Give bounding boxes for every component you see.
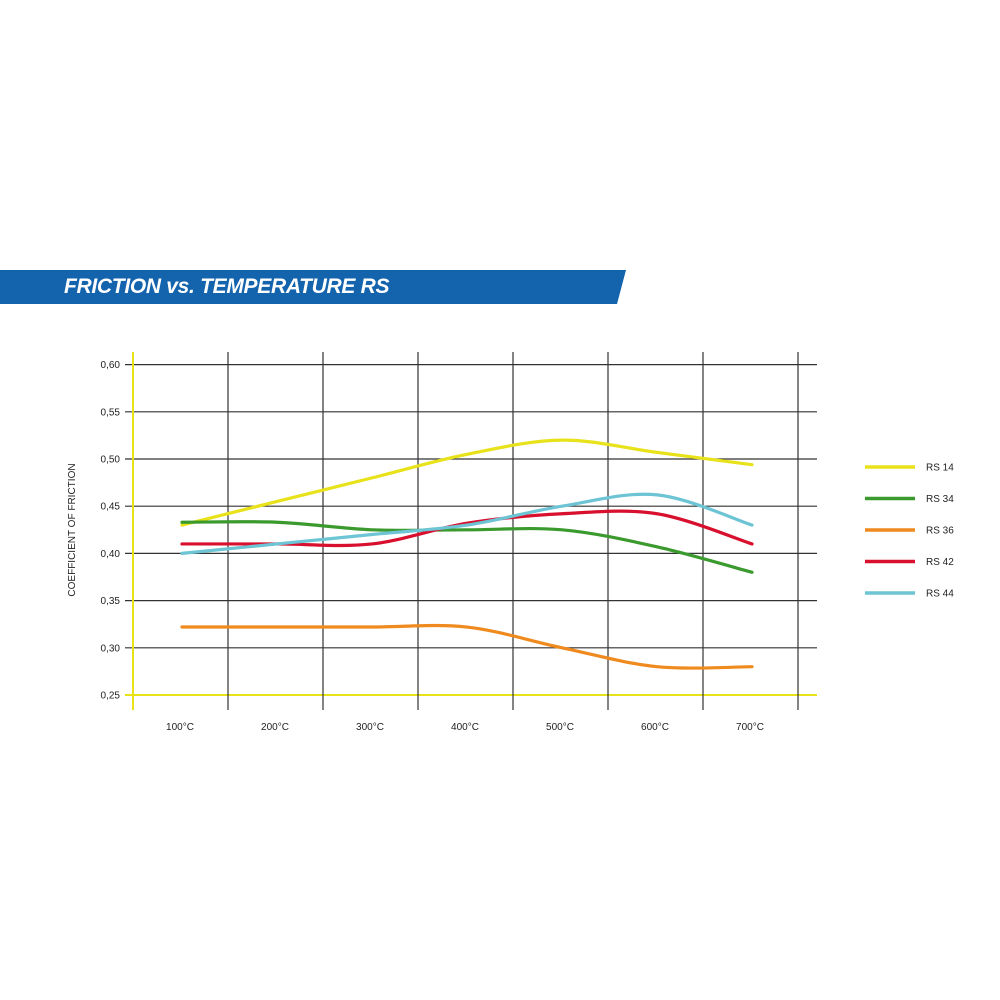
y-tick-label: 0,30 xyxy=(101,643,121,654)
y-tick-label: 0,40 xyxy=(101,549,121,560)
series-lines xyxy=(180,438,754,670)
x-tick-label: 600°C xyxy=(641,722,669,733)
x-tick-label: 300°C xyxy=(356,722,384,733)
x-tick-label: 500°C xyxy=(546,722,574,733)
legend-label: RS 14 xyxy=(926,463,954,474)
legend-label: RS 44 xyxy=(926,589,954,600)
x-tick-label: 700°C xyxy=(736,722,764,733)
y-tick-label: 0,25 xyxy=(101,691,121,702)
legend: RS 14 RS 34 RS 36 RS 42 RS 44 xyxy=(865,463,954,600)
series-line-rs36 xyxy=(180,623,754,670)
title-banner xyxy=(0,270,626,304)
legend-label: RS 42 xyxy=(926,557,954,568)
legend-label: RS 36 xyxy=(926,526,954,537)
y-tick-label: 0,50 xyxy=(101,455,121,466)
x-tick-label: 200°C xyxy=(261,722,289,733)
y-axis-label: COEFFICIENT OF FRICTION xyxy=(67,463,78,596)
y-tick-label: 0,60 xyxy=(101,360,121,371)
y-tick-labels: 0,25 0,30 0,35 0,40 0,45 0,50 0,55 0,60 xyxy=(101,360,121,701)
y-tick-label: 0,55 xyxy=(101,407,121,418)
x-tick-labels: 100°C 200°C 300°C 400°C 500°C 600°C 700°C xyxy=(166,722,764,733)
x-tick-label: 400°C xyxy=(451,722,479,733)
series-line-rs44 xyxy=(180,492,754,555)
x-tick-label: 100°C xyxy=(166,722,194,733)
chart-title: FRICTION vs. TEMPERATURE RS xyxy=(64,275,390,298)
legend-label: RS 34 xyxy=(926,494,954,505)
y-tick-label: 0,45 xyxy=(101,502,121,513)
y-tick-label: 0,35 xyxy=(101,596,121,607)
series-line-rs14 xyxy=(180,438,754,527)
series-line-rs34 xyxy=(180,520,754,574)
